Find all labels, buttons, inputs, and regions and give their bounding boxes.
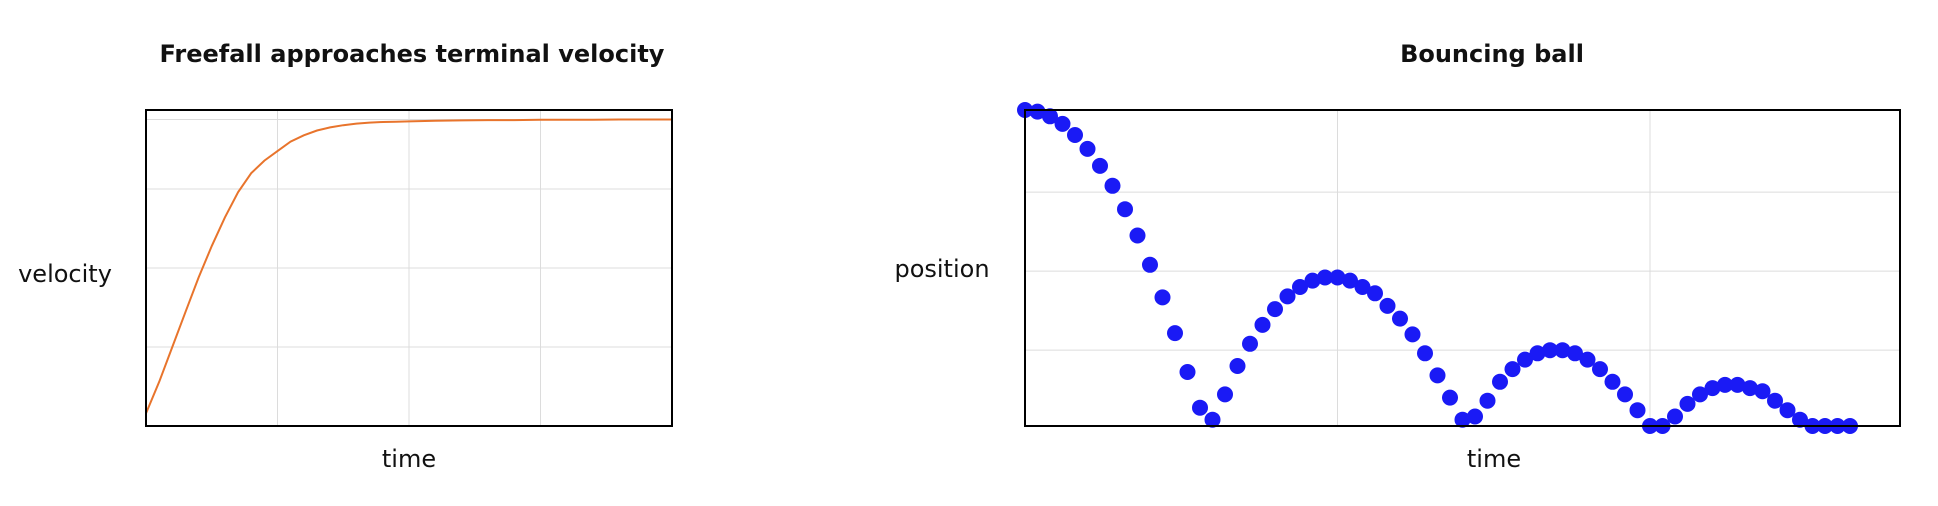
data-point-15 [1204, 411, 1221, 428]
data-point-36 [1467, 408, 1483, 425]
data-point-14 [1192, 399, 1208, 416]
data-point-13 [1179, 364, 1196, 380]
data-point-33 [1429, 367, 1446, 384]
data-point-10 [1142, 256, 1158, 273]
y-axis-label-freefall: velocity [18, 260, 112, 288]
chart-title-freefall: Freefall approaches terminal velocity [160, 40, 665, 68]
data-point-1 [1029, 103, 1046, 120]
data-point-4 [1067, 127, 1083, 143]
data-point-54 [1692, 386, 1708, 403]
data-point-16 [1217, 386, 1233, 403]
data-point-42 [1542, 342, 1558, 359]
data-point-26 [1342, 272, 1358, 289]
data-point-49 [1629, 402, 1646, 419]
data-point-46 [1592, 361, 1608, 378]
data-point-21 [1279, 288, 1296, 305]
series-markers-position [1017, 102, 1858, 434]
data-point-29 [1379, 297, 1396, 314]
x-axis-label-bouncing: time [1467, 445, 1521, 473]
data-point-28 [1367, 285, 1383, 302]
data-point-17 [1229, 358, 1246, 374]
chart-bouncing-ball: Bouncing ball time position [894, 40, 1901, 473]
data-point-60 [1767, 392, 1783, 409]
data-point-53 [1679, 395, 1696, 412]
data-point-18 [1242, 335, 1258, 352]
data-point-20 [1267, 301, 1283, 318]
data-point-5 [1079, 140, 1096, 157]
plot-frame-bouncing [1024, 109, 1901, 427]
data-point-38 [1492, 373, 1508, 390]
data-point-2 [1042, 108, 1058, 125]
data-point-39 [1504, 361, 1521, 378]
grid-freefall [146, 110, 672, 426]
data-point-47 [1604, 373, 1621, 390]
data-point-37 [1479, 392, 1496, 409]
data-point-34 [1442, 389, 1458, 406]
data-point-58 [1742, 380, 1758, 397]
data-point-43 [1554, 342, 1571, 359]
data-point-56 [1717, 376, 1733, 393]
data-point-41 [1529, 345, 1546, 362]
grid-bouncing [1025, 110, 1900, 426]
data-point-61 [1779, 402, 1796, 419]
data-point-6 [1092, 157, 1108, 174]
data-point-31 [1404, 326, 1421, 343]
series-line-velocity [145, 118, 672, 414]
data-point-40 [1517, 351, 1533, 368]
data-point-11 [1154, 289, 1171, 306]
data-point-52 [1667, 408, 1683, 425]
data-point-35 [1454, 411, 1471, 428]
plot-frame-freefall [145, 109, 673, 427]
data-point-24 [1317, 269, 1333, 286]
data-point-3 [1054, 115, 1071, 132]
data-point-8 [1117, 201, 1133, 218]
data-point-45 [1579, 351, 1596, 368]
data-point-30 [1392, 310, 1408, 327]
data-point-22 [1292, 279, 1308, 295]
x-axis-label-freefall: time [382, 445, 436, 473]
data-point-62 [1792, 411, 1808, 428]
chart-title-bouncing: Bouncing ball [1400, 40, 1584, 68]
data-point-25 [1329, 269, 1346, 286]
data-point-12 [1167, 325, 1183, 342]
data-point-57 [1729, 376, 1746, 393]
data-point-48 [1617, 386, 1633, 403]
data-point-19 [1254, 316, 1271, 333]
chart-freefall: Freefall approaches terminal velocity ti… [18, 40, 673, 473]
data-point-7 [1104, 177, 1121, 194]
data-point-55 [1704, 380, 1721, 397]
data-point-23 [1304, 272, 1321, 289]
data-point-27 [1354, 279, 1371, 295]
data-point-59 [1754, 383, 1771, 400]
data-point-44 [1567, 345, 1583, 362]
y-axis-label-bouncing: position [894, 255, 989, 283]
data-point-9 [1129, 227, 1146, 244]
data-point-32 [1417, 345, 1433, 362]
